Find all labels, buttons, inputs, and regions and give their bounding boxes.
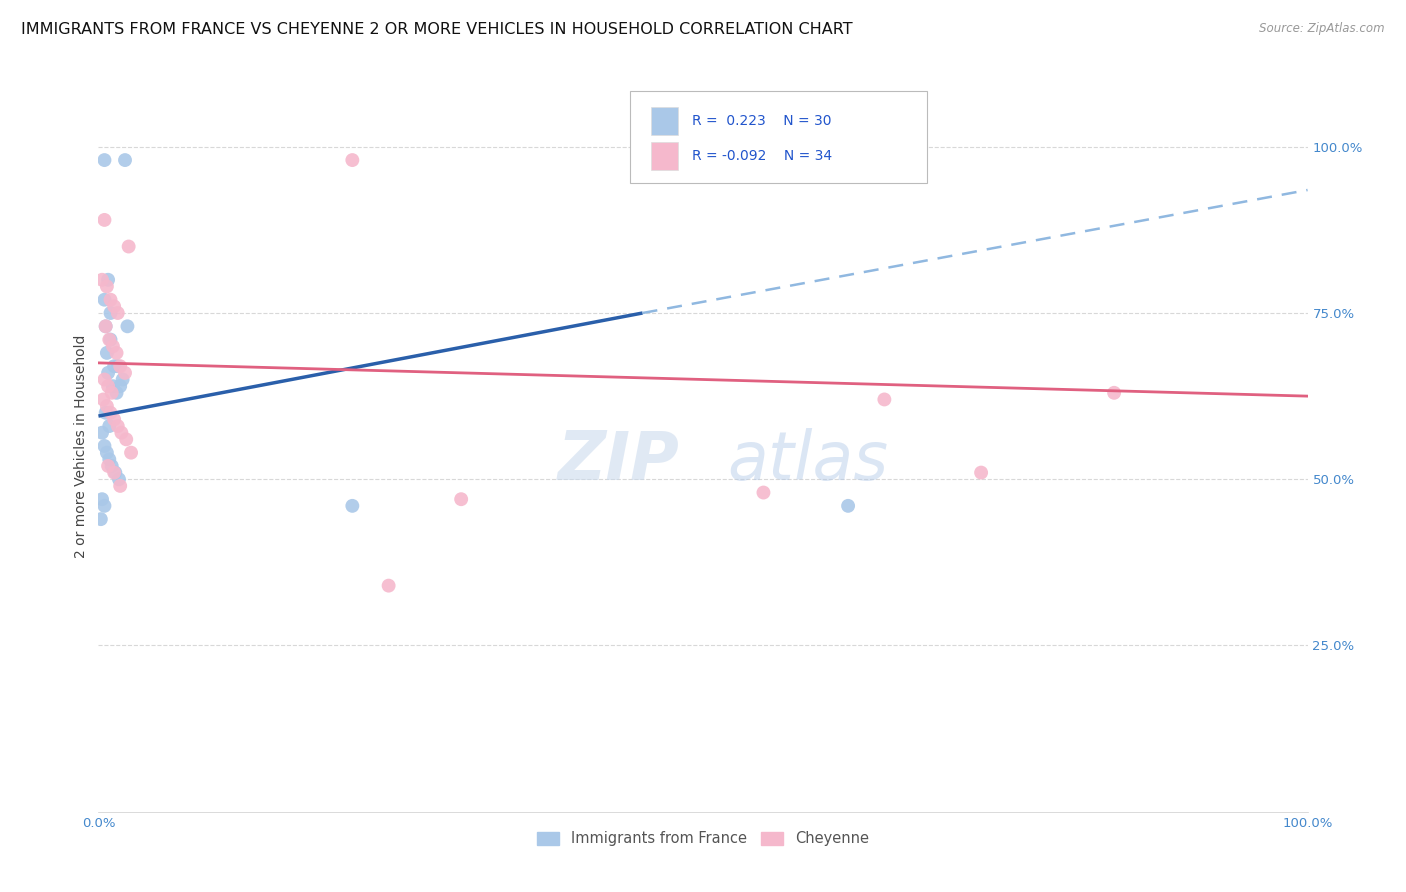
Point [93,153,115,167]
Point [108,379,131,393]
Point [96,445,118,459]
Point [117,319,139,334]
Point [100,333,122,347]
Point [970,466,993,480]
Point [110,425,132,440]
Point [100,458,122,473]
Point [97,379,120,393]
Point [115,433,138,447]
Point [100,406,122,420]
Y-axis label: 2 or more Vehicles in Household: 2 or more Vehicles in Household [75,334,89,558]
Point [96,279,118,293]
Point [91,392,114,407]
Point [91,273,114,287]
Point [93,372,115,386]
Point [873,392,896,407]
Point [100,385,122,400]
Legend: Immigrants from France, Cheyenne: Immigrants from France, Cheyenne [531,825,875,852]
Point [1102,385,1125,400]
Point [752,485,775,500]
Point [104,466,127,480]
Point [114,153,136,167]
Point [107,306,129,320]
Point [94,406,117,420]
Point [450,492,472,507]
Point [101,339,124,353]
Point [91,492,114,507]
Point [91,425,114,440]
Point [94,319,117,334]
Point [103,466,125,480]
FancyBboxPatch shape [630,91,927,183]
Point [96,346,118,360]
Point [96,399,118,413]
Text: R = -0.092    N = 34: R = -0.092 N = 34 [692,149,832,163]
Point [100,293,122,307]
Point [837,499,859,513]
FancyBboxPatch shape [651,107,678,136]
Point [105,385,128,400]
Point [94,319,117,334]
Point [377,579,399,593]
Point [101,379,124,393]
Point [114,366,136,380]
Point [97,458,120,473]
Point [97,273,120,287]
Point [107,359,129,374]
Text: R =  0.223    N = 30: R = 0.223 N = 30 [692,114,831,128]
Text: atlas: atlas [727,427,889,493]
Point [120,445,142,459]
FancyBboxPatch shape [651,143,678,170]
Point [98,452,121,467]
Text: ZIP: ZIP [558,427,679,493]
Point [118,239,141,253]
Text: IMMIGRANTS FROM FRANCE VS CHEYENNE 2 OR MORE VEHICLES IN HOUSEHOLD CORRELATION C: IMMIGRANTS FROM FRANCE VS CHEYENNE 2 OR … [21,22,852,37]
Point [93,293,115,307]
Point [108,472,131,486]
Point [93,439,115,453]
Point [97,366,120,380]
Text: Source: ZipAtlas.com: Source: ZipAtlas.com [1260,22,1385,36]
Point [103,359,125,374]
Point [107,419,129,434]
Point [100,306,122,320]
Point [108,479,131,493]
Point [90,512,112,526]
Point [342,153,364,167]
Point [342,499,364,513]
Point [98,333,121,347]
Point [98,419,121,434]
Point [108,359,131,374]
Point [103,299,125,313]
Point [93,499,115,513]
Point [103,412,125,426]
Point [111,372,134,386]
Point [93,213,115,227]
Point [105,346,128,360]
